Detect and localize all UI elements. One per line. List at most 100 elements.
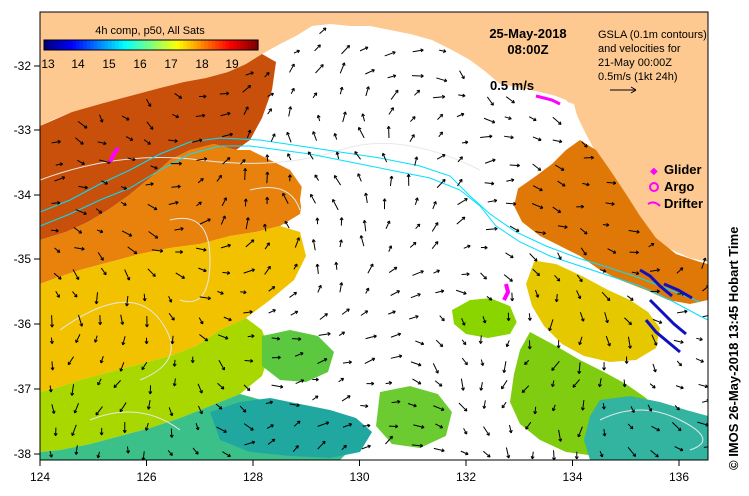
velocity-arrow [606, 181, 616, 184]
velocity-arrow [456, 216, 466, 225]
gsla-note-line4: 0.5m/s (1kt 24h) [598, 71, 677, 83]
velocity-arrow [195, 423, 199, 431]
velocity-arrow [412, 49, 424, 53]
velocity-arrow-head [524, 361, 528, 365]
colorbar-swatch [151, 40, 156, 50]
velocity-arrow [578, 362, 581, 374]
velocity-arrow-head [527, 346, 532, 350]
velocity-arrow [388, 310, 396, 315]
sst-east-teal [584, 396, 708, 460]
velocity-arrow-head [357, 126, 362, 131]
velocity-arrow [532, 163, 542, 171]
velocity-arrow [287, 153, 292, 161]
velocity-arrow-head [288, 106, 293, 110]
velocity-arrow-head [628, 321, 632, 326]
velocity-arrow-head [83, 125, 88, 129]
velocity-arrow-head [339, 282, 344, 286]
velocity-arrow [531, 451, 534, 459]
velocity-arrow [198, 267, 207, 272]
velocity-arrow-head [178, 95, 183, 99]
velocity-arrow-head [361, 113, 366, 117]
argo-symbol [649, 182, 659, 192]
velocity-arrow-head [67, 361, 72, 366]
velocity-arrow-head [417, 362, 422, 367]
velocity-arrow-head [527, 317, 532, 321]
velocity-arrow [558, 429, 562, 442]
velocity-arrow-head [381, 152, 386, 157]
velocity-arrows [48, 27, 708, 460]
velocity-arrow [457, 156, 463, 163]
velocity-arrow [335, 262, 338, 270]
velocity-arrow-head [598, 383, 602, 388]
velocity-arrow-head [653, 342, 658, 346]
velocity-arrow [342, 423, 352, 428]
velocity-arrow [458, 402, 468, 412]
velocity-arrow-head [53, 432, 58, 437]
velocity-arrow [552, 116, 562, 125]
plot-frame [39, 11, 709, 461]
velocity-arrow [147, 400, 151, 410]
velocity-arrow-head [484, 245, 488, 250]
velocity-arrow [607, 248, 617, 254]
velocity-arrow-head [346, 308, 350, 312]
velocity-arrow [436, 179, 446, 189]
velocity-arrow [172, 113, 179, 118]
shelf-contour [40, 145, 708, 321]
velocity-arrow-head [141, 366, 145, 371]
velocity-arrow-head [228, 317, 232, 322]
colorbar-swatch [175, 40, 181, 50]
velocity-arrow [697, 421, 708, 426]
velocity-arrow-head [548, 327, 552, 332]
velocity-arrow [415, 223, 421, 229]
velocity-arrow-head [180, 226, 184, 231]
velocity-arrow-head [307, 151, 312, 155]
colorbar-swatch [186, 40, 191, 50]
velocity-arrow [217, 382, 225, 390]
velocity-arrow-head [294, 263, 298, 268]
velocity-arrow [239, 159, 246, 165]
velocity-arrow [385, 382, 392, 385]
colorbar-tick-label: 13 [41, 57, 55, 71]
velocity-arrow-head [125, 303, 129, 307]
colorbar-tick-label: 17 [164, 57, 178, 71]
colorbar-swatch [76, 40, 81, 50]
velocity-arrow-head [242, 409, 247, 413]
velocity-arrow-head [99, 359, 104, 364]
velocity-arrow [124, 269, 130, 281]
velocity-arrow [486, 296, 493, 301]
velocity-arrow-head [512, 201, 517, 206]
velocity-arrow [457, 198, 468, 206]
colorbar-swatch [140, 40, 145, 50]
drifter-track-central [502, 283, 511, 301]
velocity-arrow [196, 158, 207, 161]
velocity-arrow [220, 215, 226, 225]
velocity-arrow [535, 289, 539, 298]
velocity-arrow [504, 116, 512, 120]
velocity-arrow [480, 272, 487, 280]
velocity-arrow-head [506, 455, 511, 459]
velocity-arrow [246, 129, 251, 139]
velocity-arrow-head [203, 247, 207, 252]
velocity-arrow [315, 64, 324, 74]
y-tick-label: -37 [14, 382, 32, 396]
velocity-arrow [282, 193, 289, 204]
velocity-arrow [674, 446, 684, 451]
velocity-arrow [174, 228, 184, 231]
velocity-arrow-head [220, 385, 225, 390]
velocity-arrow [243, 106, 249, 115]
sst-east-yellow [526, 260, 660, 362]
velocity-arrow [480, 382, 483, 391]
velocity-arrow [336, 151, 340, 159]
velocity-arrow [382, 153, 388, 163]
velocity-arrow [342, 111, 347, 123]
velocity-arrow-head [276, 336, 281, 341]
velocity-arrow [307, 151, 314, 160]
velocity-arrow [192, 139, 203, 143]
velocity-arrow [127, 157, 136, 161]
velocity-arrow [407, 403, 417, 407]
velocity-arrow-head [371, 381, 375, 386]
velocity-arrow-head [201, 113, 206, 118]
velocity-arrow [365, 287, 370, 294]
shelf-contour-inner [40, 137, 701, 303]
velocity-arrow-head [586, 182, 590, 187]
